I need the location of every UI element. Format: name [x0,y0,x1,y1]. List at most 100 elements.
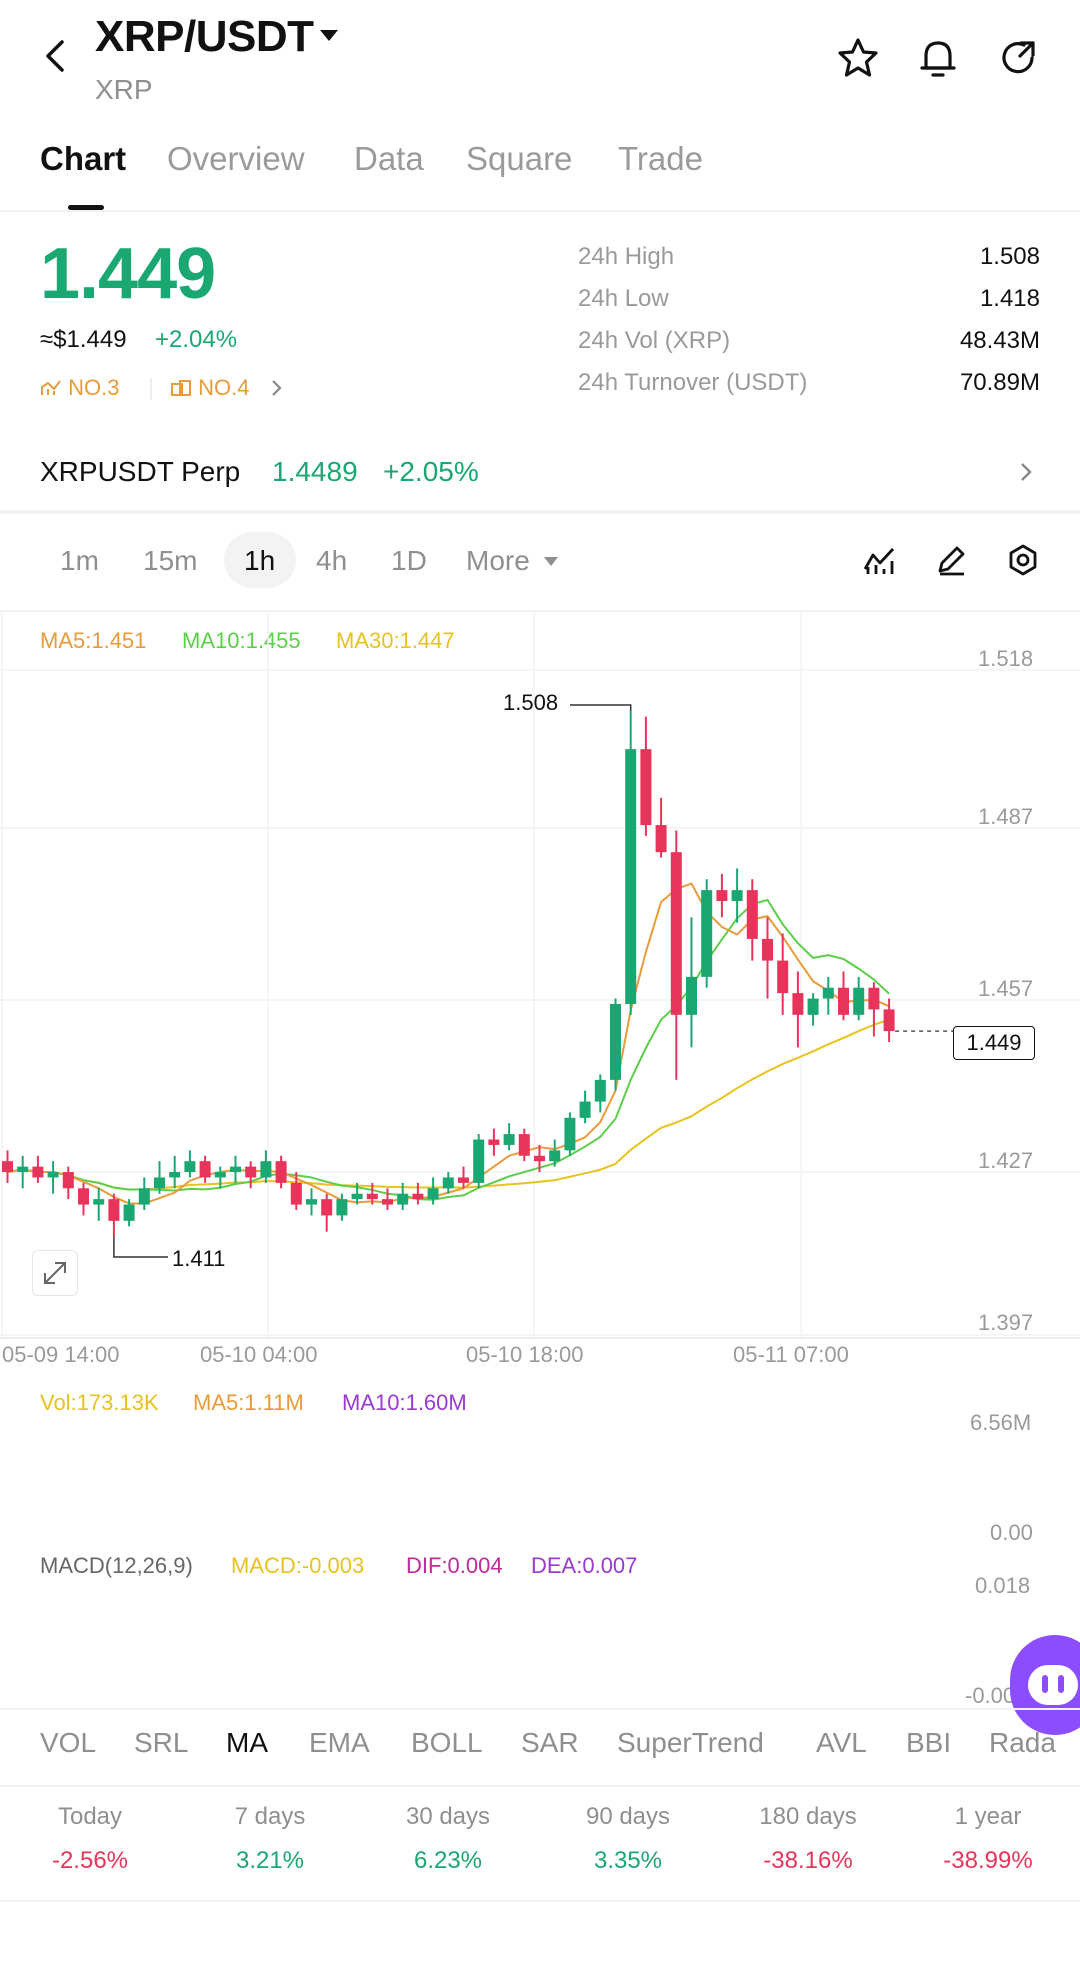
stat-turnover: 24h Turnover (USDT) 70.89M [578,369,1040,399]
candle-body [640,749,652,826]
price-tick: 1.457 [978,976,1034,1001]
rank-1-label: NO.3 [68,375,120,400]
vol-ma5-label: MA5:1.11M [193,1390,304,1415]
pair-subtitle: XRP [95,74,153,105]
candle-body [822,987,834,999]
tab-trade[interactable]: Trade [618,140,703,177]
candle-body [655,825,667,853]
bell-icon[interactable] [916,36,960,80]
timeframe-1d[interactable]: 1D [391,545,427,576]
candle-body [701,890,713,977]
candle-body [518,1134,530,1156]
indicator-sar[interactable]: SAR [521,1727,579,1758]
candle-body [336,1199,348,1216]
candle-body [838,987,849,1015]
divider [0,1900,1080,1902]
perf-30d: 30 days 6.23% [358,1803,538,1875]
indicator-ma[interactable]: MA [226,1727,268,1758]
chevron-right-icon[interactable] [1018,460,1034,484]
ma5-label: MA5:1.451 [40,628,147,653]
candle-body [123,1204,135,1221]
fullscreen-button[interactable] [32,1250,78,1296]
candle-body [366,1193,378,1200]
stat-label: 24h Vol (XRP) [578,327,731,354]
candle-body [2,1161,13,1173]
perf-180d: 180 days -38.16% [718,1803,898,1875]
macd-dea: DEA:0.007 [531,1553,638,1578]
macd-title: MACD(12,26,9) [40,1553,193,1578]
tab-overview[interactable]: Overview [167,140,305,177]
timeframe-active-bg [224,532,296,588]
timeframe-4h[interactable]: 4h [316,545,348,576]
indicator-bbi[interactable]: BBI [906,1727,952,1758]
macd-axis-bottom: -0.00 [965,1683,1016,1708]
share-icon[interactable] [996,36,1040,80]
candle-body [868,987,880,1010]
divider [0,210,1080,212]
rank-badge-1[interactable]: NO.3 [40,375,119,401]
timeframe-15m[interactable]: 15m [143,545,198,576]
indicator-boll[interactable]: BOLL [411,1727,483,1758]
indicator-vol[interactable]: VOL [40,1727,97,1758]
timeframe-more[interactable]: More [466,545,558,577]
perf-value: -38.16% [763,1847,853,1874]
perf-value: -38.99% [943,1847,1033,1874]
candle-body [93,1199,105,1205]
rank-badge-2[interactable]: NO.4 [170,375,284,401]
indicator-srl[interactable]: SRL [134,1727,189,1758]
indicator-icon[interactable] [862,543,896,577]
current-price-marker: 1.449 [953,1026,1035,1060]
ma30-label: MA30:1.447 [336,628,455,653]
perp-name: XRPUSDT Perp [40,456,241,487]
tab-data[interactable]: Data [354,140,424,177]
vol-ma10-label: MA10:1.60M [342,1390,467,1415]
time-tick: 05-10 18:00 [466,1342,584,1367]
time-tick: 05-11 07:00 [733,1342,849,1367]
perf-label: 1 year [954,1803,1022,1830]
candle-body [260,1161,272,1178]
settings-icon[interactable] [1006,543,1040,577]
caret-down-icon[interactable] [320,30,338,42]
usd-price: ≈$1.449 [40,326,127,353]
candle-body [488,1139,500,1145]
candle-body [807,998,819,1015]
indicator-avl[interactable]: AVL [816,1727,867,1758]
candle-body [382,1199,393,1205]
chat-bot-icon [1028,1665,1078,1705]
timeframe-1h[interactable]: 1h [244,545,276,576]
candle-body [108,1199,120,1221]
candle-body [731,890,743,901]
high-annotation: 1.508 [503,690,559,715]
low-leader [113,1237,168,1258]
candlestick-chart[interactable] [0,610,1080,1340]
indicator-radar[interactable]: Rada [989,1727,1056,1758]
candle-body [610,1003,621,1080]
perf-90d: 90 days 3.35% [538,1803,718,1875]
back-icon[interactable] [36,36,76,76]
candle-body [62,1172,74,1189]
draw-pencil-icon[interactable] [934,543,968,577]
caret-down-icon [543,557,558,566]
rank-2-label: NO.4 [198,375,250,400]
candle-body [473,1139,485,1183]
perf-value: -2.56% [51,1847,129,1874]
candle-body [275,1161,287,1183]
vol-axis-bottom: 0.00 [990,1520,1033,1545]
candle-body [169,1172,181,1178]
chat-assistant-button[interactable] [1010,1635,1080,1735]
divider [0,610,1080,612]
perf-label: 180 days [759,1803,857,1830]
star-icon[interactable] [836,36,880,80]
macd-dif: DIF:0.004 [406,1553,503,1578]
candle-body [138,1188,150,1205]
stat-value: 70.89M [959,369,1040,396]
perf-label: 7 days [234,1803,306,1830]
indicator-supertrend[interactable]: SuperTrend [617,1727,764,1758]
tab-square[interactable]: Square [466,140,573,177]
chevron-right-icon[interactable] [270,378,284,398]
pair-title[interactable]: XRP/USDT [95,12,314,61]
indicator-ema[interactable]: EMA [309,1727,370,1758]
candle-body [351,1193,363,1200]
tab-chart[interactable]: Chart [40,140,127,177]
timeframe-1m[interactable]: 1m [60,545,99,576]
